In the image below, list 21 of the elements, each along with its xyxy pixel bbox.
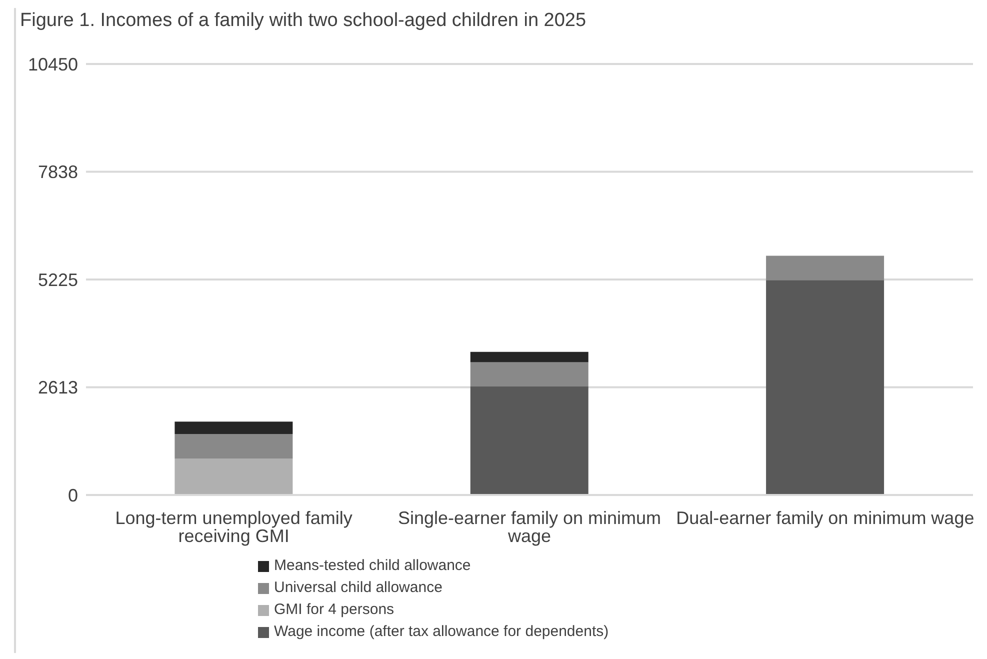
bar <box>766 256 884 280</box>
x-tick-label: Single-earner family on minimum wage <box>398 508 662 546</box>
y-tick-label: 5225 <box>38 270 78 290</box>
chart-title: Figure 1. Incomes of a family with two school-aged children in 2025 <box>20 10 586 32</box>
y-tick-label: 7838 <box>38 162 78 182</box>
bar <box>174 422 293 434</box>
legend-label: Wage income (after tax allowance for dependents) <box>274 622 609 642</box>
bar <box>470 352 588 362</box>
y-tick-label: 10450 <box>28 54 78 74</box>
bar <box>174 458 293 495</box>
bar <box>174 434 293 459</box>
legend-label: Means-tested child allowance <box>274 556 471 576</box>
y-tick-label: 2613 <box>38 378 78 398</box>
legend-label: GMI for 4 persons <box>274 600 394 620</box>
bar <box>470 362 588 387</box>
legend-label: Universal child allowance <box>274 578 442 598</box>
bar <box>470 386 588 495</box>
bar <box>766 280 884 495</box>
y-tick-label: 0 <box>68 485 78 506</box>
x-tick-label: Long-term unemployed family receiving GMI <box>115 508 352 546</box>
x-tick-label: Dual-earner family on minimum wage <box>676 508 974 528</box>
